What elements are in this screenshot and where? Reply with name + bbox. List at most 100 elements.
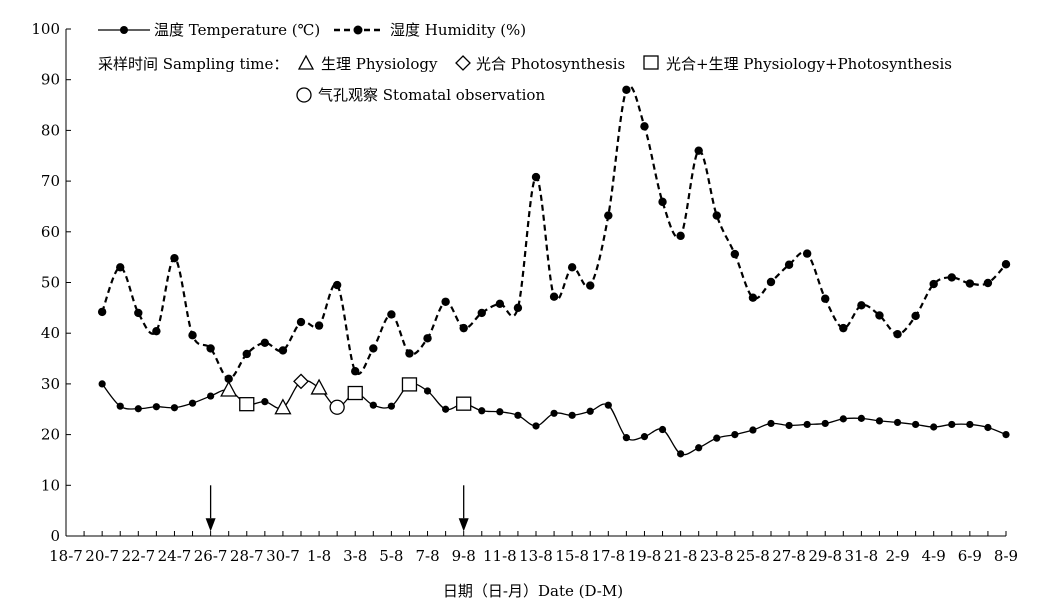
stomatal-marker (329, 399, 345, 415)
sampling-arrow-head (205, 518, 216, 532)
humidity-point (369, 344, 378, 353)
humidity-line (101, 85, 1007, 380)
x-tick-label: 29-8 (808, 547, 842, 565)
humidity-point (839, 323, 848, 333)
x-tick-label: 9-8 (452, 547, 476, 565)
x-tick-label: 19-8 (628, 547, 662, 565)
x-tick-label: 5-8 (379, 547, 403, 565)
legend-diamond-marker (455, 55, 471, 71)
humidity-point (206, 344, 215, 353)
temperature-point (622, 434, 630, 442)
x-tick-label: 24-7 (158, 547, 192, 565)
legend-temperature: 温度 Temperature (℃) (98, 21, 320, 39)
y-tick-label: 90 (41, 71, 60, 89)
temperature-point (1002, 431, 1010, 439)
humidity-point (188, 331, 197, 340)
temperature-point (785, 421, 793, 430)
temperature-point (152, 403, 160, 411)
y-tick-label: 70 (41, 172, 60, 190)
legend-square-marker (643, 55, 659, 70)
legend-both-label: 光合+生理 Physiology+Photosynthesis (666, 55, 952, 73)
temperature-point (478, 407, 486, 415)
humidity-point (911, 311, 920, 321)
temperature-point (261, 398, 269, 406)
humidity-point (495, 299, 505, 308)
x-tick-label: 3-8 (343, 547, 367, 565)
temperature-point (912, 420, 920, 429)
temperature-line (101, 379, 1007, 456)
x-tick-label: 18-7 (49, 547, 83, 565)
physiology-marker (274, 398, 292, 415)
temperature-point (767, 419, 775, 428)
temperature-point (442, 405, 450, 413)
humidity-point (947, 273, 956, 282)
chart-legend: 温度 Temperature (℃) 湿度 Humidity (%) 采样时间 … (98, 21, 952, 104)
humidity-point (676, 231, 685, 241)
temperature-point (948, 420, 956, 429)
temperature-point (170, 404, 179, 412)
y-tick-label: 80 (41, 121, 60, 139)
physiology-photosynthesis-marker (401, 377, 418, 392)
humidity-point (242, 349, 251, 359)
humidity-point (152, 326, 161, 336)
y-tick-label: 60 (41, 223, 60, 241)
legend-circle-marker (296, 87, 312, 103)
temperature-point (98, 380, 106, 388)
humidity-point (640, 122, 649, 131)
temperature-point (514, 411, 522, 419)
temperature-point (857, 414, 865, 422)
chart-series (97, 85, 1011, 458)
temperature-point (387, 402, 395, 410)
sampling-arrows (205, 485, 469, 532)
temperature-point (532, 422, 540, 430)
x-tick-label: 23-8 (700, 547, 734, 565)
temperature-point (116, 402, 124, 410)
humidity-point (351, 367, 360, 376)
x-tick-label: 20-7 (85, 547, 119, 565)
humidity-point (170, 253, 179, 263)
humidity-point (802, 249, 812, 258)
temperature-point (207, 392, 215, 400)
x-tick-label: 30-7 (266, 547, 300, 565)
y-tick-label: 20 (41, 426, 60, 444)
legend-temperature-label: 温度 Temperature (℃) (154, 21, 320, 39)
temperature-point (134, 405, 142, 413)
temperature-point (640, 433, 649, 441)
x-tick-label: 7-8 (415, 547, 439, 565)
temperature-point (695, 444, 703, 452)
temperature-point (731, 431, 739, 439)
y-tick-label: 0 (50, 527, 60, 545)
humidity-point (278, 346, 288, 355)
temperature-point (496, 408, 504, 416)
humidity-point (97, 307, 107, 317)
x-tick-label: 22-7 (121, 547, 155, 565)
y-tick-label: 100 (31, 20, 60, 38)
temperature-point (966, 420, 974, 429)
humidity-point (821, 294, 830, 303)
humidity-point (586, 281, 595, 290)
x-tick-label: 28-7 (230, 547, 264, 565)
y-tick-label: 40 (41, 324, 60, 342)
humidity-point (893, 330, 902, 339)
x-tick-label: 8-9 (994, 547, 1018, 565)
humidity-point (459, 323, 468, 333)
physiology-marker (310, 378, 328, 395)
humidity-point (314, 321, 324, 330)
humidity-point (224, 374, 233, 384)
humidity-point (748, 293, 758, 302)
humidity-point (694, 146, 703, 155)
temperature-point (930, 423, 938, 431)
humidity-point (622, 85, 631, 95)
humidity-point (116, 263, 125, 272)
temperature-point (423, 387, 432, 395)
humidity-point (857, 301, 866, 310)
physiology-photosynthesis-marker (347, 385, 363, 401)
temperature-point (984, 423, 992, 432)
humidity-point (1001, 260, 1011, 269)
x-tick-label: 6-9 (958, 547, 982, 565)
photosynthesis-marker (293, 373, 309, 390)
humidity-point (549, 292, 559, 301)
humidity-point (766, 277, 776, 287)
humidity-point (784, 260, 794, 269)
